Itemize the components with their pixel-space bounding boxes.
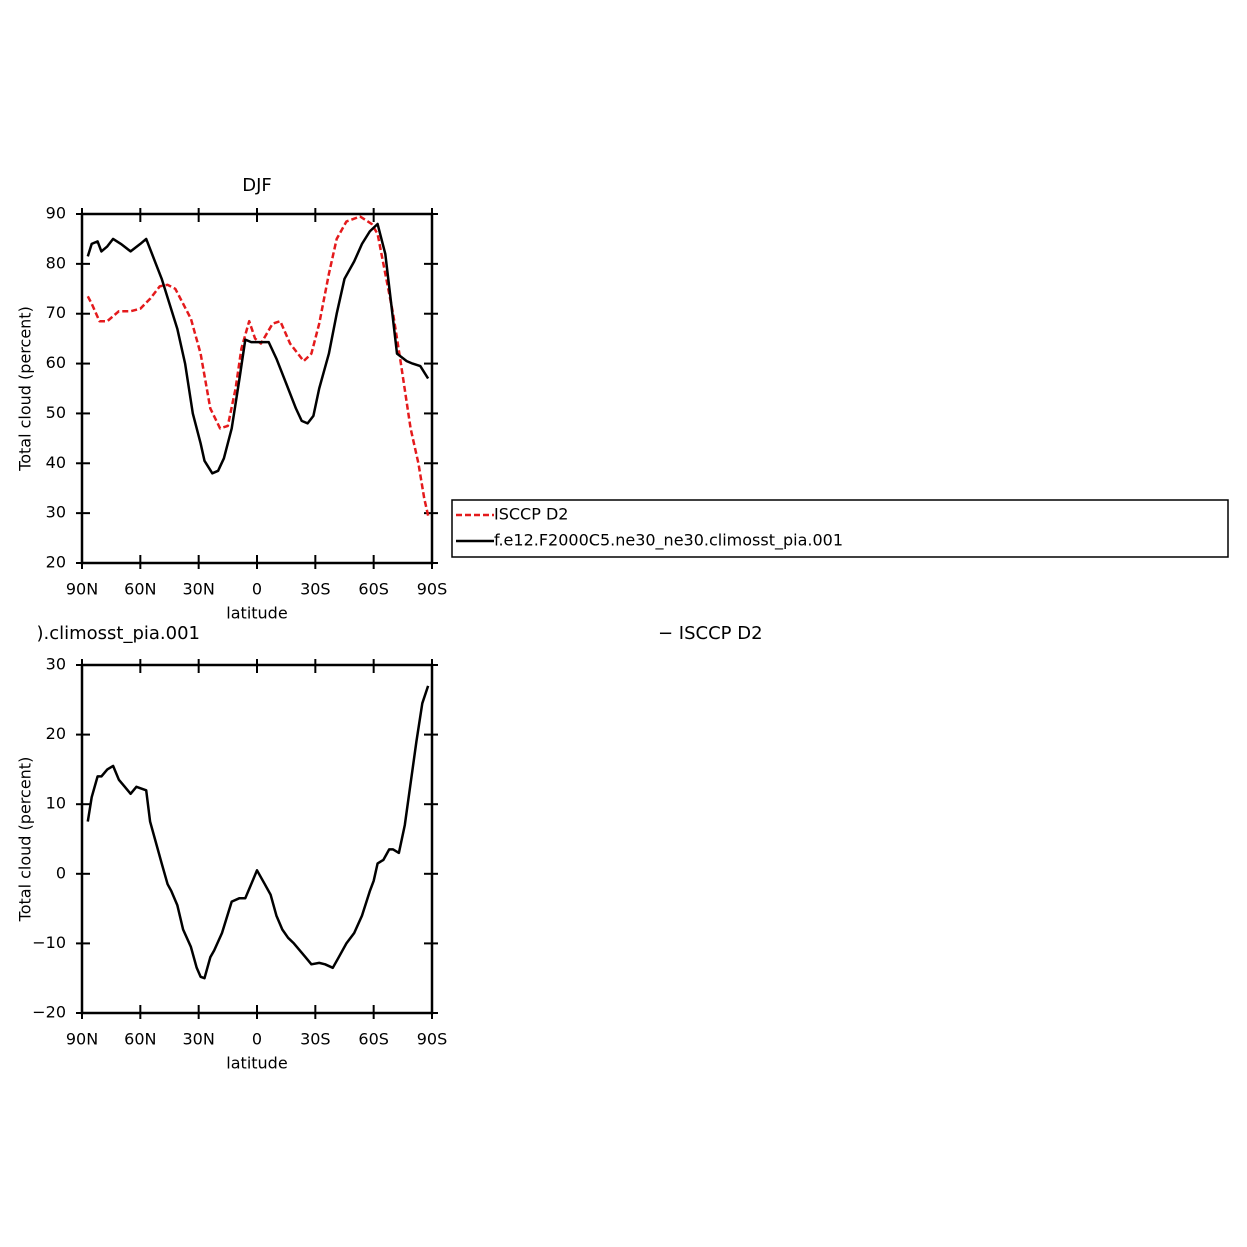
data-line <box>86 222 430 475</box>
plot-frame <box>80 212 434 565</box>
x-tick-label: 0 <box>252 580 262 599</box>
y-tick-label: 50 <box>46 403 66 422</box>
y-tick-label: −10 <box>32 933 66 952</box>
y-tick-label: 30 <box>46 503 66 522</box>
y-tick-label: 90 <box>46 204 66 223</box>
y-tick-label: 10 <box>46 794 66 813</box>
x-tick-label: 90S <box>417 1030 448 1049</box>
x-tick-label: 30S <box>300 1030 331 1049</box>
x-tick-label: 90N <box>66 1030 98 1049</box>
y-tick-label: 20 <box>46 724 66 743</box>
y-tick-label: 60 <box>46 353 66 372</box>
x-axis-label: latitude <box>226 1054 287 1073</box>
plot-frame <box>80 663 434 1015</box>
x-tick-label: 30N <box>183 1030 215 1049</box>
y-tick-label: 30 <box>46 655 66 674</box>
x-tick-label: 90S <box>417 580 448 599</box>
legend-label: f.e12.F2000C5.ne30_ne30.climosst_pia.001 <box>494 531 843 551</box>
chart-title-right: − ISCCP D2 <box>658 623 763 644</box>
x-tick-label: 0 <box>252 1030 262 1049</box>
y-tick-label: 40 <box>46 453 66 472</box>
y-tick-label: 0 <box>56 863 66 882</box>
data-line <box>86 685 430 980</box>
chart-title: DJF <box>242 175 272 196</box>
x-tick-label: 60S <box>358 580 389 599</box>
y-tick-label: 80 <box>46 253 66 272</box>
x-axis-label: latitude <box>226 604 287 623</box>
x-tick-label: 60N <box>124 580 156 599</box>
y-axis-label: Total cloud (percent) <box>16 306 35 472</box>
y-axis-label: Total cloud (percent) <box>16 757 35 923</box>
x-tick-label: 30S <box>300 580 331 599</box>
x-tick-label: 90N <box>66 580 98 599</box>
y-tick-label: 70 <box>46 303 66 322</box>
legend-label: ISCCP D2 <box>494 505 568 524</box>
chart-title-left: ).climosst_pia.001 <box>36 623 200 644</box>
y-tick-label: 20 <box>46 553 66 572</box>
data-line <box>86 215 430 516</box>
legend-box <box>451 499 1229 558</box>
x-tick-label: 60N <box>124 1030 156 1049</box>
x-tick-label: 30N <box>183 580 215 599</box>
x-tick-label: 60S <box>358 1030 389 1049</box>
y-tick-label: −20 <box>32 1003 66 1022</box>
